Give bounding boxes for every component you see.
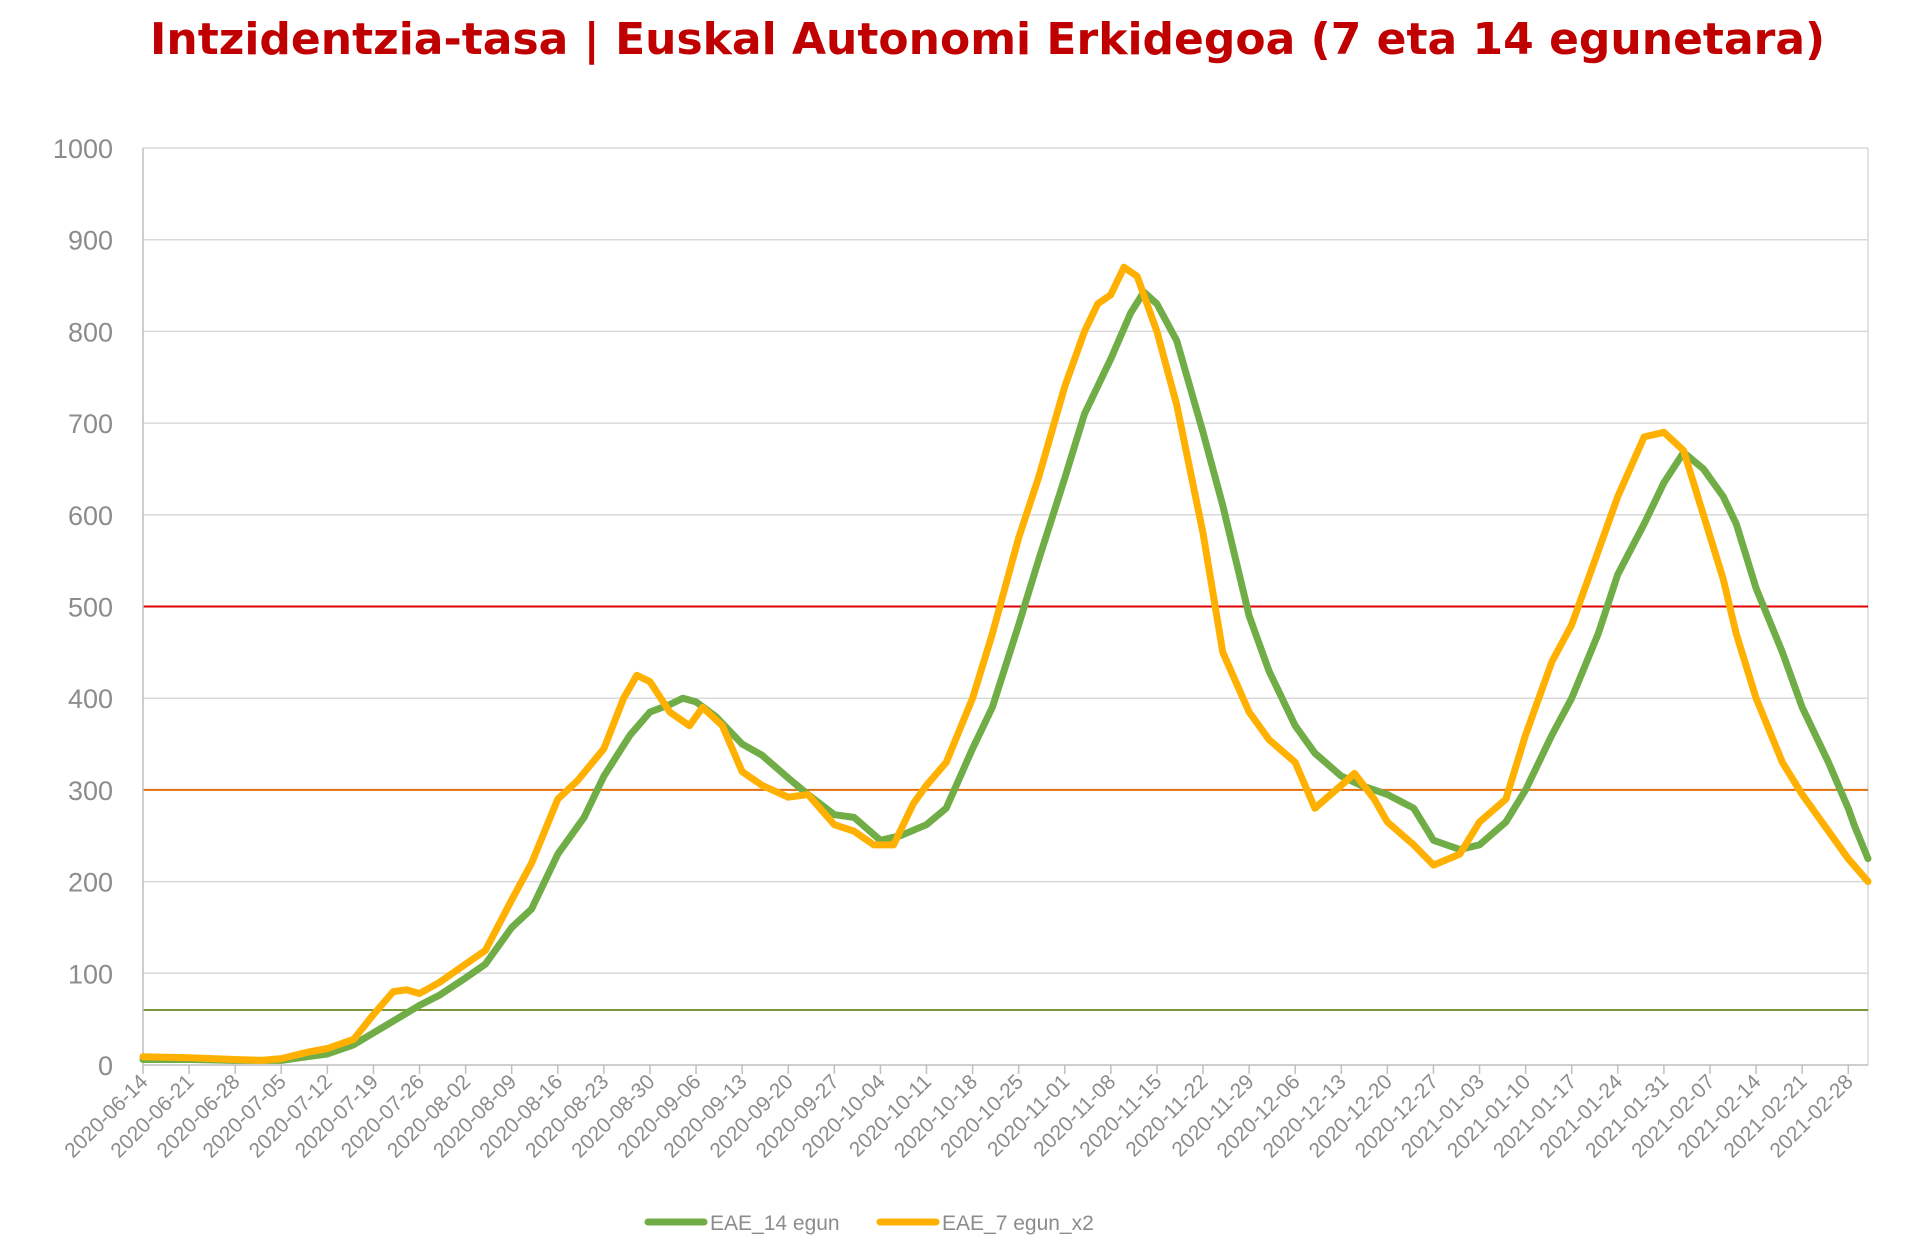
legend-label-2: EAE_7 egun_x2 bbox=[942, 1212, 1094, 1235]
y-tick-label: 900 bbox=[68, 226, 113, 256]
y-tick-label: 200 bbox=[68, 868, 113, 898]
y-tick-label: 700 bbox=[68, 409, 113, 439]
y-tick-label: 800 bbox=[68, 317, 113, 347]
y-tick-label: 1000 bbox=[53, 134, 113, 164]
series-line-1 bbox=[139, 288, 1872, 1064]
y-tick-label: 100 bbox=[68, 959, 113, 989]
y-tick-label: 400 bbox=[68, 684, 113, 714]
y-tick-label: 300 bbox=[68, 776, 113, 806]
series-line-2 bbox=[139, 263, 1872, 1064]
legend: EAE_14 egun EAE_7 egun_x2 bbox=[644, 1212, 1094, 1235]
legend-label-1: EAE_14 egun bbox=[710, 1212, 840, 1235]
y-tick-label: 600 bbox=[68, 501, 113, 531]
series-lines bbox=[139, 263, 1872, 1064]
y-tick-label: 0 bbox=[98, 1051, 113, 1081]
y-tick-label: 500 bbox=[68, 593, 113, 623]
chart-title: Intzidentzia-tasa | Euskal Autonomi Erki… bbox=[150, 14, 1826, 65]
